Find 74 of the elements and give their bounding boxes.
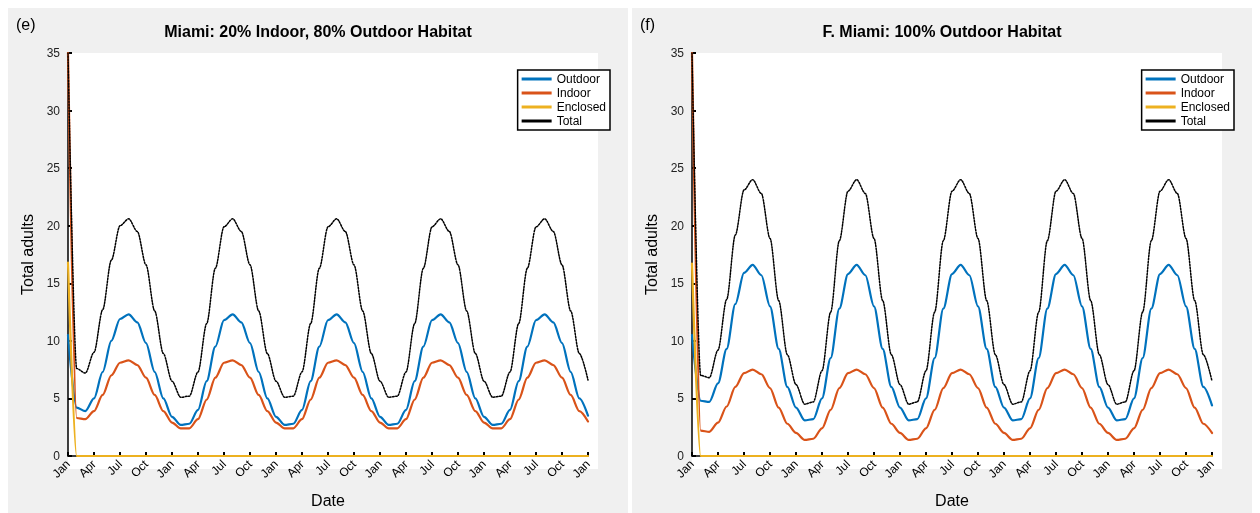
y-tick-label: 15: [670, 276, 685, 291]
x-tick-label: Jul: [104, 457, 125, 478]
legend-label: Outdoor: [556, 72, 600, 86]
legend-label: Total: [556, 114, 582, 128]
x-tick-label: Oct: [439, 456, 464, 481]
x-tick-label: Jan: [777, 457, 801, 481]
x-tick-label: Jan: [1193, 457, 1217, 481]
x-tick-label: Apr: [179, 457, 203, 481]
x-tick-label: Apr: [491, 457, 515, 481]
legend-label: Outdoor: [1180, 72, 1224, 86]
x-tick-label: Oct: [543, 456, 568, 481]
x-axis-title: Date: [935, 491, 969, 509]
legend-label: Total: [1180, 114, 1206, 128]
y-tick-label: 10: [670, 333, 685, 348]
x-tick-label: Oct: [959, 456, 984, 481]
legend-label: Enclosed: [556, 100, 607, 114]
x-tick-label: Oct: [1167, 456, 1192, 481]
legend-label: Indoor: [556, 86, 591, 100]
x-tick-label: Jul: [520, 457, 541, 478]
x-tick-label: Jul: [1040, 457, 1061, 478]
y-tick-label: 10: [46, 333, 61, 348]
y-tick-label: 15: [46, 276, 61, 291]
y-tick-label: 30: [46, 103, 61, 118]
x-tick-label: Apr: [803, 457, 827, 481]
y-tick-label: 25: [670, 161, 685, 176]
x-tick-label: Oct: [1063, 456, 1088, 481]
y-tick-label: 25: [46, 161, 61, 176]
y-tick-label: 20: [670, 218, 685, 233]
text: (e): [16, 15, 36, 33]
x-tick-label: Jul: [1144, 457, 1165, 478]
x-tick-label: Jan: [361, 457, 385, 481]
y-tick-label: 35: [46, 46, 61, 60]
x-tick-label: Jan: [985, 457, 1009, 481]
x-tick-label: Apr: [907, 457, 931, 481]
x-axis-title: Date: [311, 491, 345, 509]
x-tick-label: Jan: [465, 457, 489, 481]
y-tick-label: 35: [670, 46, 685, 60]
x-tick-label: Jan: [1089, 457, 1113, 481]
legend-label: Indoor: [1180, 86, 1215, 100]
y-tick-label: 0: [53, 449, 61, 463]
y-tick-label: 30: [670, 103, 685, 118]
x-tick-label: Jan: [569, 457, 593, 481]
x-tick-label: Jan: [257, 457, 281, 481]
x-tick-label: Apr: [283, 457, 307, 481]
chart-title: F. Miami: 100% Outdoor Habitat: [822, 22, 1063, 40]
line-series: [66, 313, 590, 427]
y-axis-title: Total adults: [643, 214, 661, 295]
x-tick-label: Apr: [1011, 457, 1035, 481]
x-tick-label: Jul: [416, 457, 437, 478]
y-tick-label: 20: [46, 218, 61, 233]
x-tick-label: Apr: [75, 457, 99, 481]
x-tick-label: Jul: [208, 457, 229, 478]
y-tick-label: 0: [677, 449, 685, 463]
legend-label: Enclosed: [1180, 100, 1231, 114]
x-tick-label: Oct: [335, 456, 360, 481]
x-tick-label: Apr: [699, 457, 723, 481]
chart-title: Miami: 20% Indoor, 80% Outdoor Habitat: [164, 22, 473, 40]
x-tick-label: Oct: [855, 456, 880, 481]
y-axis-title: Total adults: [19, 214, 37, 295]
x-tick-label: Jan: [881, 457, 905, 481]
x-tick-label: Jul: [832, 457, 853, 478]
line-series: [690, 263, 1214, 422]
x-tick-label: Oct: [751, 456, 776, 481]
x-tick-label: Jul: [936, 457, 957, 478]
x-tick-label: Jul: [728, 457, 749, 478]
x-tick-label: Jul: [312, 457, 333, 478]
x-tick-label: Oct: [127, 456, 152, 481]
x-tick-label: Oct: [231, 456, 256, 481]
text: (f): [640, 15, 656, 33]
x-tick-label: Apr: [387, 457, 411, 481]
x-tick-label: Jan: [153, 457, 177, 481]
x-tick-label: Apr: [1115, 457, 1139, 481]
y-tick-label: 5: [53, 391, 61, 406]
y-tick-label: 5: [677, 391, 685, 406]
